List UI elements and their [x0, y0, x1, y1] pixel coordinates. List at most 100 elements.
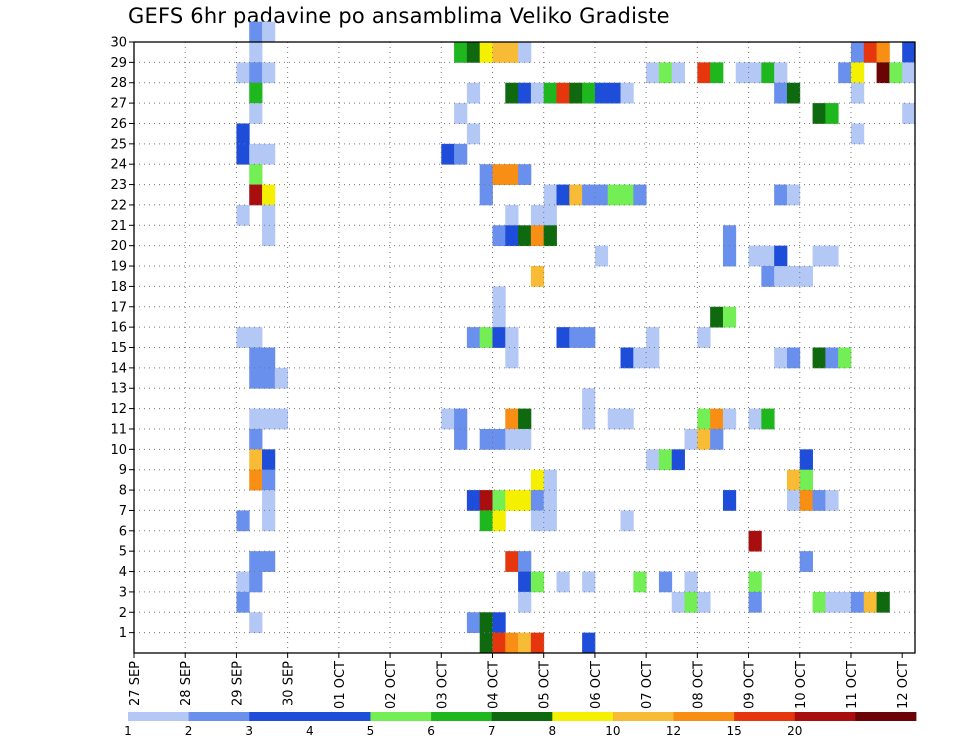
heatmap-cell: [505, 82, 519, 104]
heatmap-cell: [505, 408, 519, 430]
heatmap-cell: [236, 204, 250, 226]
heatmap-cell: [249, 103, 263, 124]
heatmap-cell: [543, 204, 557, 226]
heatmap-cell: [697, 62, 711, 84]
heatmap-cell: [582, 184, 596, 206]
legend-label: 5: [367, 724, 375, 738]
heatmap-cell: [543, 82, 557, 104]
heatmap-cell: [902, 42, 916, 63]
heatmap-cell: [582, 82, 596, 104]
y-tick-label: 30: [110, 36, 127, 51]
heatmap-cell: [249, 327, 263, 348]
legend-swatch: [855, 712, 917, 721]
heatmap-cell: [684, 571, 698, 593]
heatmap-cell: [530, 469, 545, 491]
legend-label: 20: [787, 724, 802, 738]
heatmap-cell: [607, 82, 621, 104]
heatmap-cell: [838, 62, 852, 84]
y-tick-label: 10: [110, 443, 127, 458]
heatmap-cell: [722, 306, 737, 328]
heatmap-cell: [761, 245, 775, 267]
heatmap-cell: [812, 591, 826, 613]
heatmap-cell: [620, 184, 634, 206]
heatmap-cell: [274, 408, 289, 430]
heatmap-cell: [710, 62, 724, 84]
heatmap-cell: [505, 347, 519, 369]
heatmap-cell: [556, 184, 570, 206]
heatmap-cell: [530, 266, 545, 287]
legend-swatch: [794, 712, 856, 721]
heatmap-cell: [876, 42, 890, 63]
heatmap-cell: [505, 490, 519, 511]
heatmap-cell: [505, 551, 519, 572]
y-tick-label: 1: [119, 626, 127, 641]
heatmap-cell: [722, 408, 737, 430]
heatmap-cell: [543, 490, 557, 511]
x-tick-label: 06 OCT: [589, 661, 604, 709]
heatmap-cell: [543, 469, 557, 491]
heatmap-cell: [466, 327, 481, 348]
heatmap-cell: [454, 428, 468, 450]
heatmap-cell: [697, 591, 711, 613]
y-tick-label: 5: [119, 545, 127, 560]
heatmap-cell: [799, 469, 813, 491]
heatmap-cell: [748, 62, 762, 84]
y-tick-label: 20: [110, 239, 127, 254]
heatmap-cell: [518, 571, 532, 593]
heatmap-cell: [825, 347, 839, 369]
heatmap-cell: [466, 612, 481, 634]
y-tick-label: 24: [110, 158, 127, 173]
heatmap-cell: [633, 347, 647, 369]
heatmap-cell: [262, 62, 276, 84]
heatmap-cell: [607, 184, 621, 206]
heatmap-cell: [748, 530, 762, 552]
heatmap-cell: [492, 225, 506, 247]
heatmap-cell: [492, 612, 506, 634]
y-tick-label: 27: [110, 97, 127, 112]
heatmap-cell: [838, 347, 852, 369]
heatmap-cell: [658, 449, 673, 471]
heatmap-cell: [262, 367, 276, 389]
legend-swatch: [734, 712, 796, 721]
heatmap-cell: [850, 82, 865, 104]
heatmap-cell: [249, 42, 263, 63]
y-tick-label: 26: [110, 117, 127, 132]
legend-swatch: [188, 712, 250, 721]
heatmap-cell: [671, 62, 685, 84]
heatmap-cell: [249, 184, 263, 206]
heatmap-cell: [863, 42, 877, 63]
heatmap-cell: [582, 327, 596, 348]
y-tick-label: 29: [110, 56, 127, 71]
heatmap-cell: [518, 551, 532, 572]
heatmap-cell: [518, 428, 532, 450]
heatmap-cell: [786, 347, 801, 369]
heatmap-cell: [530, 510, 545, 532]
legend-swatch: [552, 712, 614, 721]
legend-swatch: [128, 712, 190, 721]
heatmap-cell: [543, 510, 557, 532]
heatmap-cell: [249, 571, 263, 593]
legend-swatch: [491, 712, 553, 721]
heatmap-cell: [786, 469, 801, 491]
heatmap-cell: [543, 225, 557, 247]
heatmap-cell: [825, 245, 839, 267]
legend-swatch: [673, 712, 735, 721]
heatmap-cell: [569, 82, 583, 104]
y-tick-label: 17: [110, 300, 127, 315]
legend-label: 12: [666, 724, 681, 738]
heatmap-cell: [646, 449, 660, 471]
heatmap-cell: [812, 103, 826, 124]
heatmap-cell: [262, 469, 276, 491]
heatmap-cell: [262, 408, 276, 430]
y-tick-label: 3: [119, 585, 127, 600]
y-tick-label: 12: [110, 402, 127, 417]
legend-swatch: [249, 712, 311, 721]
x-tick-label: 07 OCT: [640, 661, 655, 709]
heatmap-cell: [262, 347, 276, 369]
heatmap-cell: [492, 164, 506, 185]
y-tick-label: 21: [110, 219, 127, 234]
legend-label: 7: [488, 724, 496, 738]
x-tick-label: 28 SEP: [179, 661, 194, 706]
heatmap-cell: [492, 632, 506, 654]
x-tick-label: 03 OCT: [435, 661, 450, 709]
